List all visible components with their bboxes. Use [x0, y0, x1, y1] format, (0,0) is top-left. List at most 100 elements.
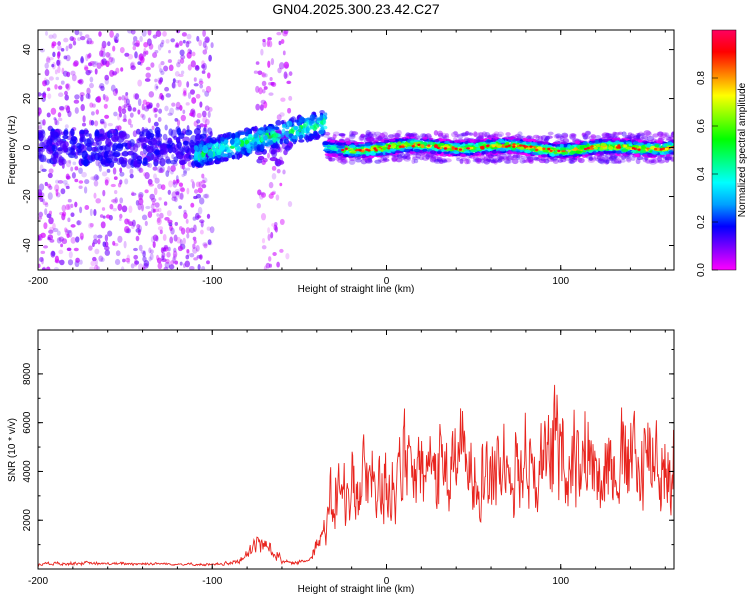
- spectrogram-cell: [522, 137, 528, 142]
- spectrogram-cell: [160, 247, 164, 254]
- spectrogram-cell: [266, 152, 271, 159]
- spectrogram-cell: [38, 92, 42, 97]
- spectrogram-cell: [529, 145, 533, 148]
- spectrogram-cell: [173, 196, 178, 203]
- spectrogram-cell: [65, 150, 72, 156]
- spectrogram-cell: [38, 235, 41, 242]
- spectrogram-cell: [496, 150, 501, 154]
- spectrogram-cell: [669, 157, 674, 162]
- spectrogram-cell: [92, 175, 96, 181]
- spectrogram-cell: [207, 106, 213, 112]
- spectrogram-cell: [495, 144, 503, 147]
- spectrogram-cell: [640, 150, 647, 154]
- spectrogram-cell: [512, 143, 516, 146]
- spectrogram-cell: [598, 138, 603, 143]
- spectrogram-cell: [59, 106, 65, 112]
- spectrogram-cell: [165, 38, 170, 44]
- spectrogram-cell: [178, 192, 184, 200]
- spectrogram-cell: [104, 74, 110, 81]
- spectrogram-cell: [443, 144, 449, 147]
- spectrogram-cell: [219, 136, 225, 142]
- snr-x-label: Height of straight line (km): [298, 584, 415, 595]
- spectrogram-cell: [156, 257, 162, 264]
- spectrogram-cell: [130, 192, 137, 196]
- spectrogram-cell: [324, 131, 331, 136]
- spectrogram-cell: [90, 260, 96, 267]
- spectrogram-cell: [152, 34, 158, 39]
- colorbar-tick-label: 0.0: [696, 263, 707, 277]
- spectrogram-cell: [59, 105, 65, 111]
- spectrogram-cell: [94, 68, 98, 75]
- spectrogram-cell: [365, 152, 370, 156]
- spectrogram-cell: [261, 80, 267, 87]
- x-tick-label: -200: [28, 576, 48, 587]
- spectrogram-cell: [149, 193, 155, 200]
- spectrogram-cell: [575, 150, 581, 154]
- spectrogram-cell: [257, 189, 262, 196]
- spectrogram-cell: [117, 235, 123, 243]
- spectrogram-cell: [562, 134, 569, 139]
- spectrogram-cell: [104, 176, 110, 184]
- spectrogram-cell: [206, 260, 210, 265]
- spectrogram-cell: [119, 111, 122, 118]
- spectrogram-cell: [497, 159, 503, 163]
- spectrogram-cell: [341, 158, 348, 163]
- spectrogram-cell: [441, 135, 447, 139]
- spectrogram-cell: [282, 50, 286, 56]
- spectrogram-cell: [327, 142, 336, 146]
- snr-y-label: SNR (10 * v/v): [7, 418, 18, 482]
- spectrogram-cell: [476, 158, 482, 163]
- spectrogram-cell: [176, 236, 182, 244]
- spectrogram-cell: [192, 156, 199, 161]
- spectrogram-cell: [47, 236, 51, 241]
- spectrogram-cell: [180, 70, 185, 75]
- spectrogram-cell: [140, 55, 145, 64]
- spectrogram-cell: [70, 136, 77, 142]
- spectrogram-cell: [178, 40, 183, 47]
- spectrogram-cell: [68, 251, 73, 259]
- spectrogram-cell: [124, 218, 130, 225]
- spectrogram-cell: [260, 48, 264, 56]
- spectrogram-cell: [129, 112, 134, 118]
- spectrogram-cell: [54, 255, 59, 263]
- spectrogram-cell: [204, 105, 210, 111]
- spectrogram-cell: [86, 87, 91, 95]
- spectrogram-cell: [143, 41, 149, 48]
- spectrogram-cell: [339, 157, 348, 162]
- spectrogram-cell: [382, 146, 387, 151]
- spectrogram-cell: [570, 142, 577, 145]
- spectrogram-cell: [85, 142, 93, 147]
- spectrogram-cell: [84, 34, 90, 39]
- spectrogram-cell: [176, 179, 180, 184]
- spectrogram-cell: [570, 133, 577, 137]
- spectrogram-cell: [379, 132, 386, 139]
- spectrogram-cell: [176, 119, 181, 127]
- spectrogram-cell: [145, 130, 152, 140]
- spectrogram-cell: [183, 144, 190, 154]
- spectrogram-cell: [484, 134, 492, 138]
- spectrogram-cell: [202, 193, 209, 199]
- spectrogram-cell: [189, 266, 195, 270]
- spectrogram-cell: [94, 120, 99, 127]
- spectrogram-cell: [667, 141, 673, 146]
- spectrogram-cell: [625, 156, 632, 162]
- spectrogram-cell: [70, 237, 76, 244]
- spectrogram-cell: [524, 149, 532, 154]
- spectrogram-cell: [87, 69, 93, 74]
- spectrogram-cell: [113, 111, 118, 117]
- spectrogram-cell: [64, 94, 69, 101]
- spectrogram-cell: [59, 259, 65, 266]
- spectrogram-cell: [344, 147, 348, 150]
- spectrogram-cell: [332, 134, 337, 139]
- spectrogram-cell: [55, 154, 63, 159]
- spectrogram-cell: [38, 154, 45, 163]
- spectrogram-cell: [159, 42, 164, 48]
- spectrogram-cell: [139, 131, 144, 137]
- spectrogram-cell: [127, 118, 132, 126]
- spectrogram-cell: [253, 125, 258, 132]
- spectrogram-cell: [45, 30, 48, 36]
- spectrogram-cell: [522, 159, 528, 163]
- spectrogram-cell: [98, 164, 102, 172]
- spectrogram-cell: [201, 110, 207, 118]
- spectrogram-cell: [38, 131, 43, 139]
